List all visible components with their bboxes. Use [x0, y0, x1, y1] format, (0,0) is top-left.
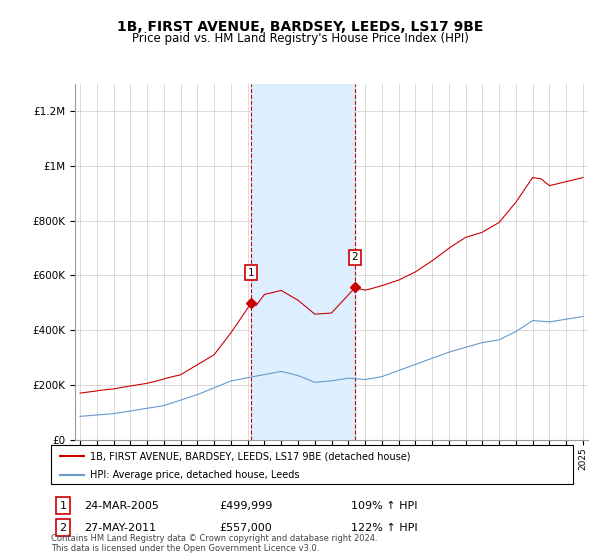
- Text: 24-MAR-2005: 24-MAR-2005: [84, 501, 159, 511]
- Text: 1: 1: [59, 501, 67, 511]
- Text: 1: 1: [248, 268, 254, 278]
- Text: 1B, FIRST AVENUE, BARDSEY, LEEDS, LS17 9BE (detached house): 1B, FIRST AVENUE, BARDSEY, LEEDS, LS17 9…: [90, 451, 410, 461]
- Text: 2: 2: [59, 522, 67, 533]
- Text: 2: 2: [352, 252, 358, 262]
- Text: 122% ↑ HPI: 122% ↑ HPI: [351, 522, 418, 533]
- Text: 27-MAY-2011: 27-MAY-2011: [84, 522, 156, 533]
- Bar: [251, 84, 355, 440]
- Text: Contains HM Land Registry data © Crown copyright and database right 2024.
This d: Contains HM Land Registry data © Crown c…: [51, 534, 377, 553]
- Text: £499,999: £499,999: [219, 501, 272, 511]
- Text: Price paid vs. HM Land Registry's House Price Index (HPI): Price paid vs. HM Land Registry's House …: [131, 32, 469, 45]
- Text: HPI: Average price, detached house, Leeds: HPI: Average price, detached house, Leed…: [90, 470, 299, 479]
- Text: £557,000: £557,000: [219, 522, 272, 533]
- Text: 109% ↑ HPI: 109% ↑ HPI: [351, 501, 418, 511]
- Text: 1B, FIRST AVENUE, BARDSEY, LEEDS, LS17 9BE: 1B, FIRST AVENUE, BARDSEY, LEEDS, LS17 9…: [117, 20, 483, 34]
